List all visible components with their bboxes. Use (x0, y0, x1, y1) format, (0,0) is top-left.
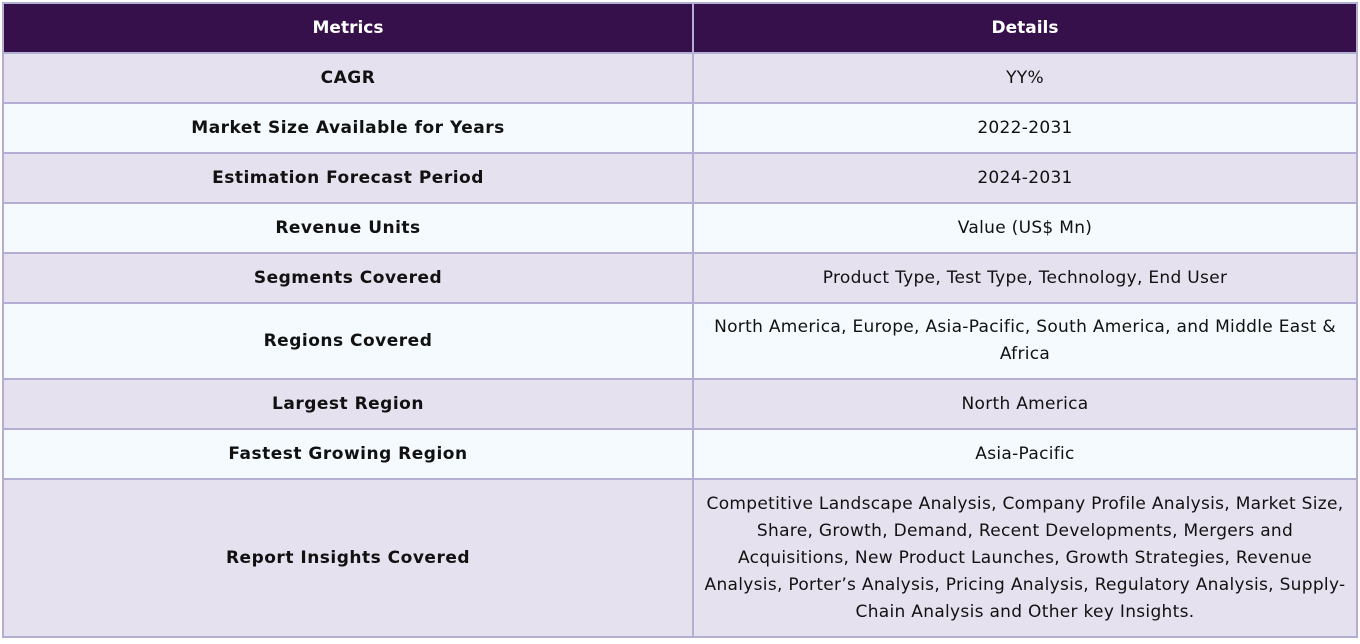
table-row: Largest Region North America (2, 378, 1358, 430)
details-cell: North America (692, 378, 1358, 430)
table-row: Fastest Growing Region Asia-Pacific (2, 428, 1358, 480)
table-row: Segments Covered Product Type, Test Type… (2, 252, 1358, 304)
header-metrics: Metrics (2, 2, 694, 54)
metric-cell: Largest Region (2, 378, 694, 430)
metric-cell: CAGR (2, 52, 694, 104)
metric-cell: Report Insights Covered (2, 478, 694, 638)
details-cell: YY% (692, 52, 1358, 104)
table-row: Estimation Forecast Period 2024-2031 (2, 152, 1358, 204)
details-cell: North America, Europe, Asia-Pacific, Sou… (692, 302, 1358, 380)
table-row: Market Size Available for Years 2022-203… (2, 102, 1358, 154)
details-cell: Value (US$ Mn) (692, 202, 1358, 254)
metric-cell: Regions Covered (2, 302, 694, 380)
details-cell: 2024-2031 (692, 152, 1358, 204)
table-row: CAGR YY% (2, 52, 1358, 104)
metric-cell: Estimation Forecast Period (2, 152, 694, 204)
details-cell: Product Type, Test Type, Technology, End… (692, 252, 1358, 304)
details-cell: Asia-Pacific (692, 428, 1358, 480)
metric-cell: Segments Covered (2, 252, 694, 304)
details-cell: Competitive Landscape Analysis, Company … (692, 478, 1358, 638)
table-row: Regions Covered North America, Europe, A… (2, 302, 1358, 380)
table-header-row: Metrics Details (2, 2, 1358, 54)
table-row: Report Insights Covered Competitive Land… (2, 478, 1358, 638)
table-row: Revenue Units Value (US$ Mn) (2, 202, 1358, 254)
metric-cell: Market Size Available for Years (2, 102, 694, 154)
metric-cell: Fastest Growing Region (2, 428, 694, 480)
header-details: Details (692, 2, 1358, 54)
details-cell: 2022-2031 (692, 102, 1358, 154)
metric-cell: Revenue Units (2, 202, 694, 254)
